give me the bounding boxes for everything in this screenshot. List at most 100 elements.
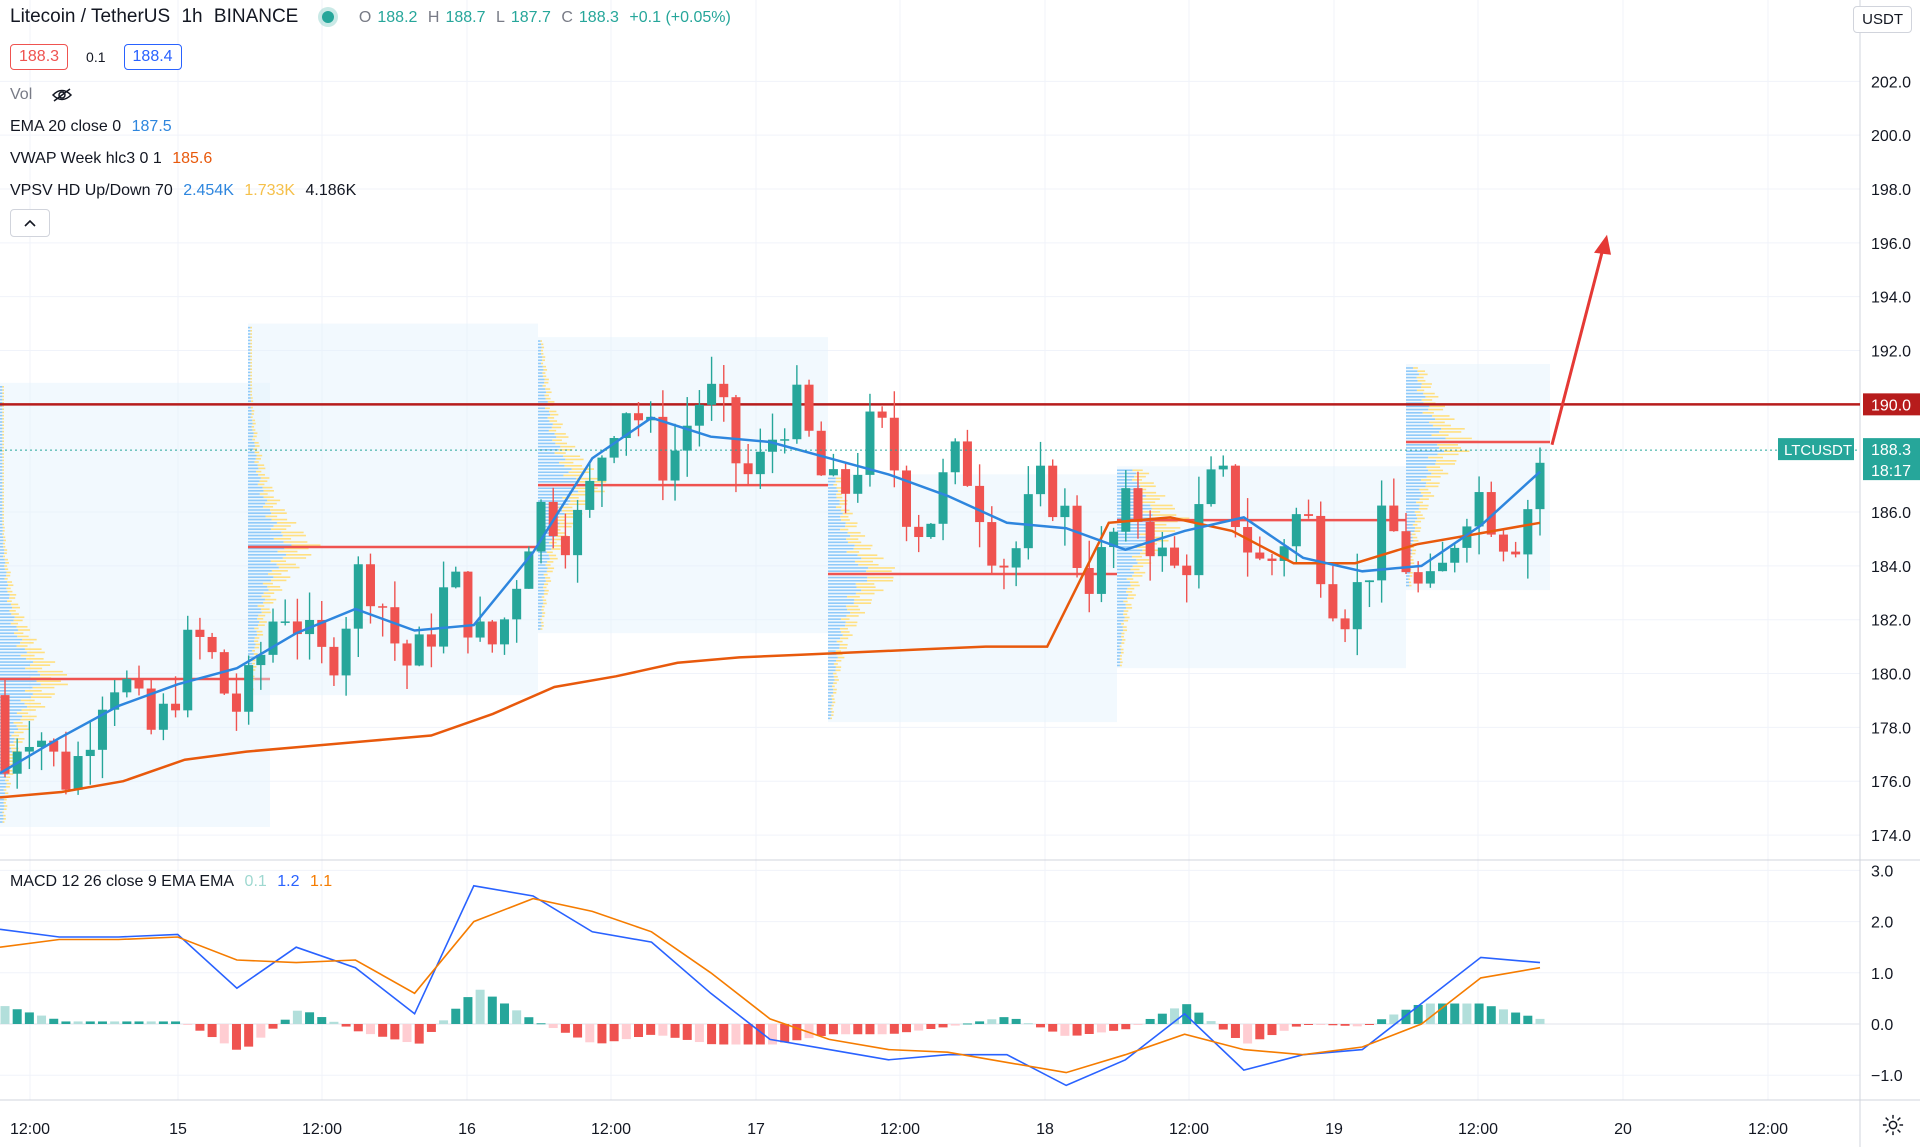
grid-lines (0, 0, 1860, 1100)
macd-histogram-bar (694, 1024, 704, 1043)
eye-hidden-icon[interactable] (51, 88, 73, 102)
macd-histogram-bar (1316, 1024, 1326, 1025)
candle-body (183, 629, 193, 711)
candle-body (1352, 582, 1362, 630)
candle-body (97, 709, 107, 750)
macd-histogram-bar (1170, 1008, 1180, 1024)
macd-histogram-bar (804, 1024, 814, 1039)
macd-histogram-bar (158, 1021, 168, 1024)
macd-histogram-bar (1328, 1024, 1338, 1026)
candle-body (962, 441, 972, 486)
vpsv-legend[interactable]: VPSV HD Up/Down 70 2.454K 1.733K 4.186K (10, 182, 362, 200)
candle-body (1511, 551, 1521, 555)
macd-histogram-bar (755, 1024, 765, 1045)
macd-histogram-bar (902, 1024, 912, 1033)
macd-histogram-bar (926, 1024, 936, 1029)
candle-body (365, 564, 375, 607)
time-tick-label: 16 (458, 1121, 476, 1138)
candle-body (1084, 567, 1094, 594)
time-tick-label: 20 (1614, 1121, 1632, 1138)
candle-body (0, 695, 10, 774)
current-price-tag (1863, 438, 1920, 481)
macd-tick-label: 3.0 (1871, 863, 1893, 880)
candle-body (1230, 465, 1240, 528)
candle-body (707, 383, 717, 405)
candle-body (426, 634, 436, 647)
candle-body (1109, 531, 1119, 548)
macd-histogram-bar (877, 1024, 887, 1035)
ohlc-values: O 188.2 H 188.7 L 187.7 C 188.3 +0.1 (+0.05%… (358, 9, 731, 26)
symbol-name[interactable]: Litecoin / TetherUS (10, 6, 171, 27)
macd-histogram-bar (1109, 1024, 1119, 1031)
macd-histogram-bar (37, 1015, 47, 1024)
macd-histogram-bar (512, 1010, 522, 1024)
candle-body (1377, 505, 1387, 581)
candle-body (585, 480, 595, 510)
collapse-legend-button[interactable] (10, 209, 50, 237)
candle-body (207, 636, 217, 653)
candle-body (1023, 494, 1033, 549)
macd-legend[interactable]: MACD 12 26 close 9 EMA EMA 0.1 1.2 1.1 (10, 873, 338, 891)
interval[interactable]: 1h (181, 6, 203, 27)
macd-histogram-bar (487, 996, 497, 1024)
candle-body (341, 628, 351, 676)
session-box (0, 382, 270, 828)
macd-histogram-bar (317, 1017, 327, 1024)
macd-histogram-bar (378, 1024, 388, 1037)
vpsv-label: VPSV HD Up/Down 70 (10, 182, 173, 199)
ema-value: 187.5 (131, 118, 172, 135)
candle-body (865, 411, 875, 475)
macd-histogram-bar (134, 1021, 144, 1024)
macd-histogram-bar (646, 1024, 656, 1035)
candle-body (792, 384, 802, 440)
candle-body (231, 693, 241, 712)
candle-body (1194, 504, 1204, 576)
candle-body (1316, 515, 1326, 585)
macd-histogram-bar (1425, 1003, 1435, 1024)
macd-histogram-bar (609, 1024, 619, 1042)
candle-body (828, 469, 838, 476)
candle-body (292, 621, 302, 635)
macd-histogram-bar (1048, 1024, 1058, 1032)
sell-button[interactable]: 188.3 (10, 44, 69, 70)
macd-histogram-bar (1364, 1024, 1374, 1025)
gear-icon[interactable] (1882, 1114, 1904, 1136)
volume-legend[interactable]: Vol (10, 86, 73, 104)
macd-value: 1.2 (277, 873, 300, 890)
macd-histogram-bar (329, 1021, 339, 1024)
ema-legend[interactable]: EMA 20 close 0 187.5 (10, 118, 178, 136)
macd-histogram-bar (1291, 1024, 1301, 1027)
candle-body (24, 746, 34, 752)
macd-histogram-bar (1377, 1019, 1387, 1024)
macd-histogram-bar (499, 1003, 509, 1024)
candle-body (317, 619, 327, 647)
macd-histogram-bar (768, 1024, 777, 1045)
candle-body (475, 621, 485, 638)
macd-histogram-bar (1523, 1015, 1533, 1024)
candle-body (524, 551, 534, 589)
candle-body (1328, 584, 1338, 619)
macd-tick-label: 2.0 (1871, 915, 1893, 932)
price-tick-label: 200.0 (1871, 128, 1911, 145)
macd-histogram-bar (585, 1024, 595, 1043)
candle-body (914, 526, 924, 538)
candle-body (1072, 505, 1082, 568)
currency-selector[interactable]: USDT (1853, 6, 1912, 33)
macd-histogram-bar (1267, 1024, 1277, 1036)
candle-body (633, 413, 643, 421)
candle-body (1218, 465, 1228, 470)
vwap-legend[interactable]: VWAP Week hlc3 0 1 185.6 (10, 150, 218, 168)
time-tick-label: 12:00 (880, 1121, 920, 1138)
macd-histogram-bar (731, 1024, 741, 1045)
candle-body (1096, 547, 1106, 594)
macd-histogram-bar (1218, 1024, 1228, 1030)
macd-signal-value: 1.1 (309, 873, 333, 890)
macd-histogram-bar (975, 1021, 985, 1024)
buy-button[interactable]: 188.4 (123, 44, 182, 70)
macd-histogram-bar (1401, 1009, 1411, 1024)
macd-histogram-bar (1438, 1003, 1448, 1024)
macd-pane (0, 884, 1860, 1087)
candle-body (877, 411, 887, 418)
candle-body (731, 397, 741, 464)
